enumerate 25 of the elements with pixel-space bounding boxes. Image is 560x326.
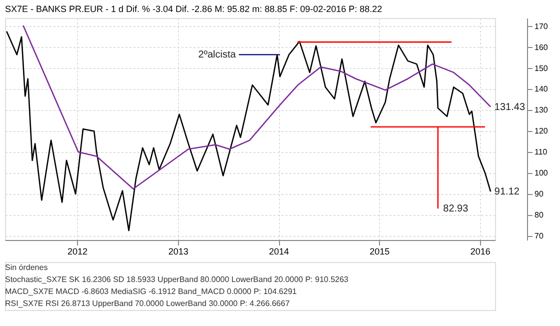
text: MACD_SX7E MACD -6.8603 MediaSIG -6.1912 Band_MACD 0.0000 P: 104.6291 — [5, 287, 298, 296]
y-tick-label: 90 — [534, 189, 544, 198]
text: Stochastic_SX7E SK 16.2306 SD 18.5933 UpperBand 80.0000 LowerBand 20.0000 P: 910.5263 — [5, 275, 349, 284]
text: RSI_SX7E RSI 26.8713 UpperBand 70.0000 LowerBand 30.0000 P: 4.266.6667 — [5, 299, 290, 308]
annotation: 91.12 — [494, 186, 520, 198]
x-tick-label: 2013 — [168, 246, 188, 256]
y-tick-label: 140 — [534, 84, 548, 94]
y-tick-label: 170 — [534, 22, 548, 31]
annotation: 82.93 — [443, 204, 469, 215]
x-tick-label: 2016 — [470, 246, 490, 256]
y-tick-label: 150 — [534, 64, 548, 73]
y-tick-label: 110 — [534, 148, 548, 157]
x-tick-label: 2015 — [370, 246, 390, 256]
y-tick-label: 80 — [534, 210, 544, 220]
annotation: 131.43 — [494, 102, 526, 114]
chart-title: SX7E - BANKS PR.EUR - 1 d Dif. % -3.04 Dif. -2.86 M: 95.82 m: 88.85 F: 09-02-2016 P: 88.22 — [5, 4, 382, 14]
x-tick-label: 2014 — [269, 246, 290, 256]
y-tick-label: 100 — [534, 168, 548, 178]
y-tick-label: 160 — [534, 42, 548, 52]
text: Sin órdenes — [5, 263, 48, 272]
annotation: 2ºalcista — [198, 50, 236, 61]
x-tick-label: 2012 — [67, 246, 88, 256]
y-tick-label: 120 — [534, 126, 548, 136]
y-tick-label: 70 — [534, 231, 544, 240]
y-tick-label: 130 — [534, 106, 548, 115]
